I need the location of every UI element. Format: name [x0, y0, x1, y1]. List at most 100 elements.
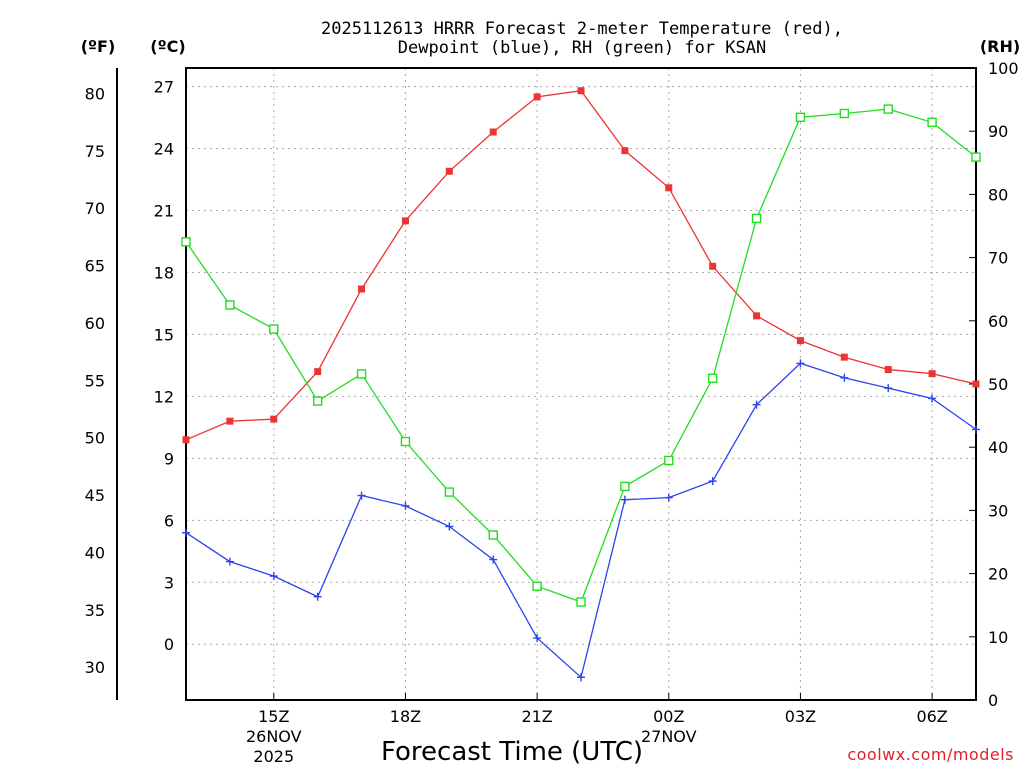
- dewpoint-point: [752, 400, 761, 409]
- x-axis-label: Forecast Time (UTC): [381, 737, 643, 767]
- celsius-tick-label: 6: [164, 511, 174, 530]
- tick-labels: 0 3 6 9 12 15 18 21 24 27 30 35 40 45 50 55 60 65 70 75 80 0 1…: [85, 59, 1019, 766]
- celsius-unit-label: (ºC): [150, 37, 185, 56]
- dewpoint-point: [313, 592, 322, 601]
- rh-tick-label: 30: [988, 501, 1008, 520]
- fahrenheit-tick-label: 30: [85, 658, 105, 677]
- dewpoint-point: [972, 425, 980, 434]
- dewpoint-point: [796, 359, 805, 368]
- rh-tick-label: 20: [988, 565, 1008, 584]
- chart-title-line1: 2025112613 HRRR Forecast 2-meter Tempera…: [321, 19, 843, 39]
- celsius-tick-label: 21: [154, 202, 174, 221]
- rh-tick-label: 60: [988, 312, 1008, 331]
- 2-meter-temperature-point: [709, 262, 717, 270]
- dewpoint-point: [357, 491, 366, 500]
- time-tick-label: 21Z: [521, 707, 552, 726]
- rh-line: [185, 108, 977, 603]
- fahrenheit-tick-label: 60: [85, 314, 105, 333]
- rh-tick-label: 80: [988, 185, 1008, 204]
- date-tick-label: 26NOV: [246, 727, 302, 746]
- rh-tick-label: 0: [988, 691, 998, 710]
- dewpoint-point: [708, 477, 717, 486]
- 2-meter-temperature-point: [840, 353, 848, 361]
- fahrenheit-unit-label: (ºF): [81, 37, 116, 56]
- axes: [116, 67, 977, 701]
- rh-unit-label: (RH): [980, 37, 1020, 56]
- dewpoint-point: [401, 501, 410, 510]
- dewpoint-point: [489, 555, 498, 564]
- 2-meter-temperature-point: [489, 128, 497, 136]
- 2-meter-temperature-point: [796, 337, 804, 345]
- fahrenheit-tick-label: 80: [85, 84, 105, 103]
- fahrenheit-tick-label: 45: [85, 486, 105, 505]
- time-tick-label: 03Z: [785, 707, 816, 726]
- rh-point: [225, 300, 235, 310]
- 2-meter-temperature-point: [314, 368, 322, 376]
- 2-meter-temperature-point: [358, 285, 366, 293]
- 2-meter-temperature-point: [226, 417, 234, 425]
- rh-point: [488, 530, 498, 540]
- rh-point: [707, 373, 718, 384]
- year-tick-label: 2025: [253, 747, 294, 766]
- 2-meter-temperature-point: [972, 380, 980, 388]
- rh-point: [839, 108, 850, 119]
- fahrenheit-tick-label: 35: [85, 601, 105, 620]
- rh-tick-label: 90: [988, 122, 1008, 141]
- rh-tick-label: 100: [988, 59, 1019, 78]
- dewpoint-point: [884, 384, 893, 393]
- fahrenheit-tick-label: 55: [85, 371, 105, 390]
- dewpoint-line: [185, 362, 977, 679]
- date-tick-label: 27NOV: [641, 727, 697, 746]
- rh-point: [444, 487, 455, 497]
- dewpoint-point: [664, 493, 673, 502]
- rh-tick-label: 50: [988, 375, 1008, 394]
- dewpoint-point: [928, 394, 937, 403]
- rh-point: [664, 455, 674, 466]
- fahrenheit-tick-label: 70: [85, 199, 105, 218]
- rh-point: [576, 597, 586, 607]
- time-tick-label: 15Z: [258, 707, 289, 726]
- 2-meter-temperature-point: [533, 93, 541, 101]
- time-tick-label: 00Z: [653, 707, 684, 726]
- rh-point: [356, 369, 367, 379]
- rh-point: [181, 237, 191, 247]
- dewpoint-point: [533, 634, 542, 643]
- 2-meter-temperature-point: [928, 370, 936, 378]
- 2-meter-temperature-point: [884, 366, 892, 374]
- 2-meter-temperature-point: [270, 415, 278, 423]
- dewpoint-point: [445, 522, 454, 531]
- 2-meter-temperature-line: [185, 90, 977, 441]
- 2-meter-temperature-point: [401, 217, 409, 225]
- data-series: [181, 87, 981, 682]
- 2-meter-temperature-point: [445, 167, 453, 175]
- rh-point: [312, 396, 323, 406]
- fahrenheit-tick-label: 65: [85, 257, 105, 276]
- rh-point: [971, 152, 981, 162]
- dewpoint-point: [840, 373, 849, 382]
- 2-meter-temperature-point: [577, 87, 585, 95]
- celsius-tick-label: 9: [164, 449, 174, 468]
- rh-point: [795, 112, 806, 122]
- rh-point: [883, 104, 893, 114]
- rh-tick-label: 10: [988, 628, 1008, 647]
- 2-meter-temperature-point: [182, 436, 190, 444]
- celsius-tick-label: 24: [154, 140, 174, 159]
- credit-label: coolwx.com/models: [847, 745, 1014, 764]
- dewpoint-point: [620, 495, 629, 504]
- 2-meter-temperature-point: [665, 184, 673, 192]
- rh-point: [927, 117, 937, 128]
- celsius-tick-label: 0: [164, 635, 174, 654]
- time-tick-label: 06Z: [916, 707, 947, 726]
- fahrenheit-tick-label: 50: [85, 429, 105, 448]
- rh-point: [269, 324, 279, 334]
- 2-meter-temperature-point: [621, 147, 629, 155]
- celsius-tick-label: 18: [154, 263, 174, 282]
- celsius-tick-label: 27: [154, 78, 174, 97]
- rh-point: [751, 213, 762, 224]
- chart-title-line2: Dewpoint (blue), RH (green) for KSAN: [398, 38, 766, 58]
- fahrenheit-tick-label: 75: [85, 142, 105, 161]
- 2-meter-temperature-point: [753, 312, 761, 320]
- rh-tick-label: 70: [988, 249, 1008, 268]
- rh-point: [620, 481, 630, 492]
